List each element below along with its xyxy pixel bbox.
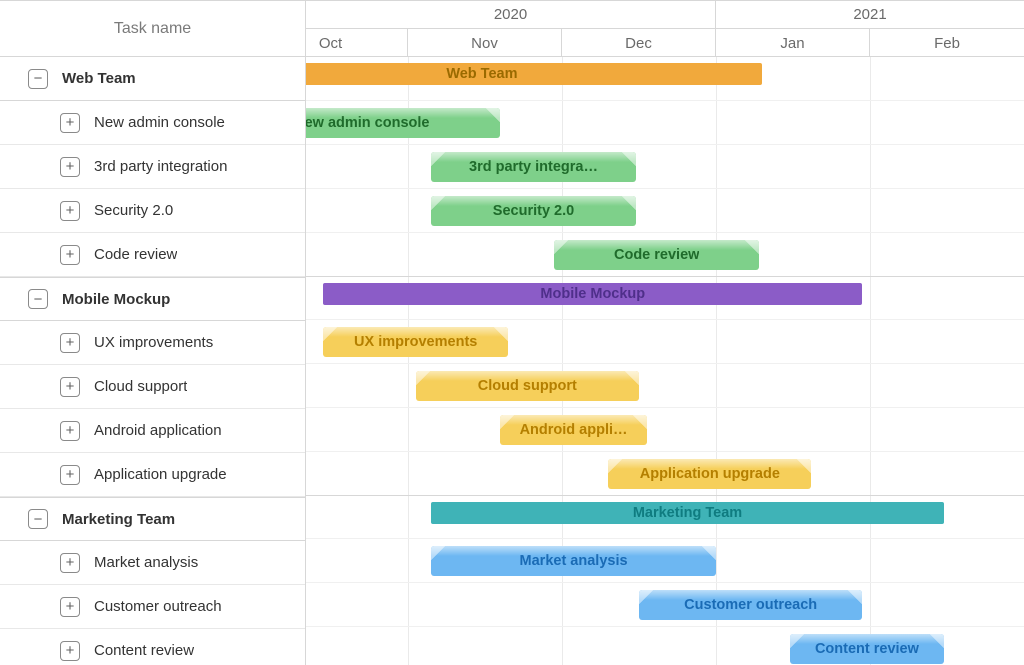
task-row-code-review: + Code review [0,233,305,277]
task-label-marketing-team: Marketing Team [62,511,175,528]
expand-toggle-third-party[interactable]: + [60,157,80,177]
task-row-marketing-team: −Marketing Team [0,497,305,541]
group-bar-mobile-mockup[interactable]: Mobile Mockup [323,283,862,305]
expand-toggle-content-review[interactable]: + [60,641,80,661]
task-label-mobile-mockup: Mobile Mockup [62,291,170,308]
expand-toggle-cust-outreach[interactable]: + [60,597,80,617]
timeline-header: 20202021 OctNovDecJanFeb [306,1,1024,57]
collapse-toggle-marketing-team[interactable]: − [28,509,48,529]
timeline-row-security: Security 2.0 [306,189,1024,233]
month-header-nov: Nov [408,29,562,57]
task-row-cloud-support: + Cloud support [0,365,305,409]
month-header-feb: Feb [870,29,1024,57]
task-bar-cloud-support[interactable]: Cloud support [416,371,639,401]
bar-label-android-app: Android appli… [520,422,628,438]
task-label-third-party: 3rd party integration [94,158,227,175]
timeline-row-mobile-mockup: Mobile Mockup [306,276,1024,320]
collapse-toggle-mobile-mockup[interactable]: − [28,289,48,309]
expand-toggle-cloud-support[interactable]: + [60,377,80,397]
task-row-security: + Security 2.0 [0,189,305,233]
expand-toggle-market-analysis[interactable]: + [60,553,80,573]
task-label-code-review: Code review [94,246,177,263]
timeline-column: 20202021 OctNovDecJanFeb Web Team New adm… [306,1,1024,665]
task-bar-market-analysis[interactable]: Market analysis [431,546,716,576]
bar-label-content-review: Content review [815,641,919,657]
expand-toggle-security[interactable]: + [60,201,80,221]
task-label-web-team: Web Team [62,70,136,87]
task-row-cust-outreach: + Customer outreach [0,585,305,629]
timeline-row-ux-improve: UX improvements [306,320,1024,364]
group-bar-marketing-team[interactable]: Marketing Team [431,502,944,524]
collapse-toggle-web-team[interactable]: − [28,69,48,89]
bar-label-web-team: Web Team [446,66,517,82]
timeline-row-marketing-team: Marketing Team [306,495,1024,539]
timeline-row-cloud-support: Cloud support [306,364,1024,408]
task-bar-cust-outreach[interactable]: Customer outreach [639,590,862,620]
task-label-app-upgrade: Application upgrade [94,466,227,483]
task-label-cust-outreach: Customer outreach [94,598,222,615]
bar-label-mobile-mockup: Mobile Mockup [540,286,645,302]
expand-toggle-app-upgrade[interactable]: + [60,465,80,485]
year-header-2020: 2020 [306,1,716,28]
bar-label-app-upgrade: Application upgrade [640,466,780,482]
timeline-row-app-upgrade: Application upgrade [306,452,1024,496]
task-bar-third-party[interactable]: 3rd party integra… [431,152,636,182]
task-row-market-analysis: + Market analysis [0,541,305,585]
month-header-dec: Dec [562,29,716,57]
task-bar-android-app[interactable]: Android appli… [500,415,646,445]
gantt-chart: Task name −Web Team+New admin console+3r… [0,0,1024,665]
timeline-row-android-app: Android appli… [306,408,1024,452]
task-bar-content-review[interactable]: Content review [790,634,944,664]
bar-label-cust-outreach: Customer outreach [684,597,817,613]
timeline-row-content-review: Content review [306,627,1024,665]
task-row-android-app: + Android application [0,409,305,453]
task-row-ux-improve: + UX improvements [0,321,305,365]
task-label-android-app: Android application [94,422,222,439]
task-label-content-review: Content review [94,642,194,659]
timeline-row-cust-outreach: Customer outreach [306,583,1024,627]
task-row-third-party: +3rd party integration [0,145,305,189]
task-row-web-team: −Web Team [0,57,305,101]
task-bar-code-review[interactable]: Code review [554,240,759,270]
bar-label-ux-improve: UX improvements [354,334,477,350]
timeline-row-new-admin: New admin console [306,101,1024,145]
timeline-row-market-analysis: Market analysis [306,539,1024,583]
task-bar-ux-improve[interactable]: UX improvements [323,327,508,357]
bar-label-third-party: 3rd party integra… [469,159,598,175]
task-bar-new-admin[interactable]: New admin console [306,108,500,138]
bar-label-market-analysis: Market analysis [520,553,628,569]
task-row-app-upgrade: + Application upgrade [0,453,305,497]
task-label-new-admin: New admin console [94,114,225,131]
month-header-jan: Jan [716,29,870,57]
task-label-cloud-support: Cloud support [94,378,187,395]
bar-label-code-review: Code review [614,247,699,263]
bar-label-new-admin: New admin console [306,115,429,131]
bar-label-marketing-team: Marketing Team [633,505,742,521]
task-column-title: Task name [114,20,191,38]
expand-toggle-new-admin[interactable]: + [60,113,80,133]
task-column-header: Task name [0,1,305,57]
bar-label-security: Security 2.0 [493,203,574,219]
expand-toggle-ux-improve[interactable]: + [60,333,80,353]
expand-toggle-android-app[interactable]: + [60,421,80,441]
month-header-oct: Oct [306,29,408,57]
task-row-new-admin: + New admin console [0,101,305,145]
task-column: Task name −Web Team+New admin console+3r… [0,1,306,665]
task-bar-security[interactable]: Security 2.0 [431,196,636,226]
task-bar-app-upgrade[interactable]: Application upgrade [608,459,811,489]
timeline-row-web-team: Web Team [306,57,1024,101]
expand-toggle-code-review[interactable]: + [60,245,80,265]
timeline-row-code-review: Code review [306,233,1024,277]
timeline-row-third-party: 3rd party integra… [306,145,1024,189]
group-bar-web-team[interactable]: Web Team [306,63,762,85]
task-label-security: Security 2.0 [94,202,173,219]
bar-label-cloud-support: Cloud support [478,378,577,394]
year-header-2021: 2021 [716,1,1024,28]
task-label-ux-improve: UX improvements [94,334,213,351]
task-row-content-review: + Content review [0,629,305,665]
task-row-mobile-mockup: −Mobile Mockup [0,277,305,321]
task-label-market-analysis: Market analysis [94,554,198,571]
